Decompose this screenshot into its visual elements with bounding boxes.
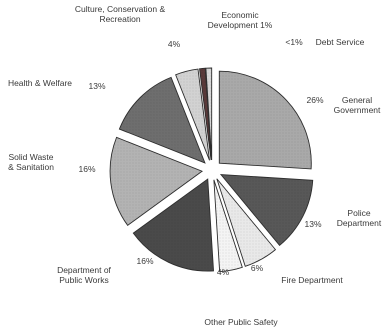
- slice-label-department-of-public-works: Department of Public Works: [57, 265, 111, 285]
- slice-label-line: Department of: [57, 265, 111, 275]
- slice-label-debt-service: Debt Service: [316, 37, 365, 47]
- slice-label-line: Health & Welfare: [8, 78, 72, 88]
- pie-slice-texture-general-government: [219, 71, 312, 169]
- slice-label-line: Police: [347, 208, 370, 218]
- slice-label-line: Recreation: [99, 14, 140, 24]
- slice-label-line: Culture, Conservation &: [75, 4, 166, 14]
- pie-slice-texture-health-welfare: [119, 77, 205, 163]
- slice-label-line: Debt Service: [316, 37, 365, 47]
- slice-value-general-government: 26%: [306, 95, 323, 105]
- slice-label-general-government: General Government: [334, 95, 381, 115]
- pie-slice-texture-department-of-public-works: [133, 179, 214, 272]
- slice-label-line: General: [342, 95, 372, 105]
- pie-slice-texture-culture-conservation-recreation: [175, 69, 210, 161]
- slice-value-debt-service: <1%: [285, 37, 303, 47]
- slice-label-culture-conservation-recreation: Culture, Conservation & Recreation: [75, 4, 166, 24]
- slice-value-culture-conservation-recreation: 4%: [168, 39, 181, 49]
- slice-label-line: Fire Department: [281, 275, 343, 285]
- slices-layer: [109, 67, 314, 273]
- slice-label-other-public-safety: Other Public Safety: [204, 317, 278, 327]
- pie-slice-texture-other-public-safety: [213, 179, 243, 272]
- slice-value-other-public-safety: 4%: [217, 267, 230, 277]
- slice-label-line: Development 1%: [208, 20, 273, 30]
- pie-slice-texture-economic-development: [199, 68, 212, 161]
- slice-value-police-department: 13%: [304, 219, 321, 229]
- slice-value-fire-department: 6%: [251, 263, 264, 273]
- slice-label-line: Solid Waste: [8, 152, 53, 162]
- slice-label-line: Other Public Safety: [204, 317, 278, 327]
- slice-value-health-welfare: 13%: [88, 81, 105, 91]
- slice-label-line: Public Works: [59, 275, 108, 285]
- slice-label-line: & Sanitation: [8, 162, 54, 172]
- slice-label-economic-development: Economic Development 1%: [208, 10, 273, 30]
- slice-value-department-of-public-works: 16%: [136, 256, 153, 266]
- slice-label-line: Government: [334, 105, 381, 115]
- slice-label-fire-department: Fire Department: [281, 275, 343, 285]
- slice-label-police-department: Police Department: [337, 208, 382, 228]
- slice-value-solid-waste-sanitation: 16%: [78, 164, 95, 174]
- slice-label-health-welfare: Health & Welfare: [8, 78, 72, 88]
- slice-label-line: Economic: [221, 10, 259, 20]
- labels-layer: General Government 26% Police Department 13% F…: [8, 4, 382, 327]
- slice-label-solid-waste-sanitation: Solid Waste & Sanitation: [8, 152, 54, 172]
- pie-slice-texture-fire-department: [216, 178, 276, 267]
- pie-slice-texture-police-department: [220, 174, 313, 246]
- slice-label-line: Department: [337, 218, 382, 228]
- pie-slice-texture-debt-service: [205, 68, 212, 161]
- pie-slice-texture-solid-waste-sanitation: [110, 137, 203, 226]
